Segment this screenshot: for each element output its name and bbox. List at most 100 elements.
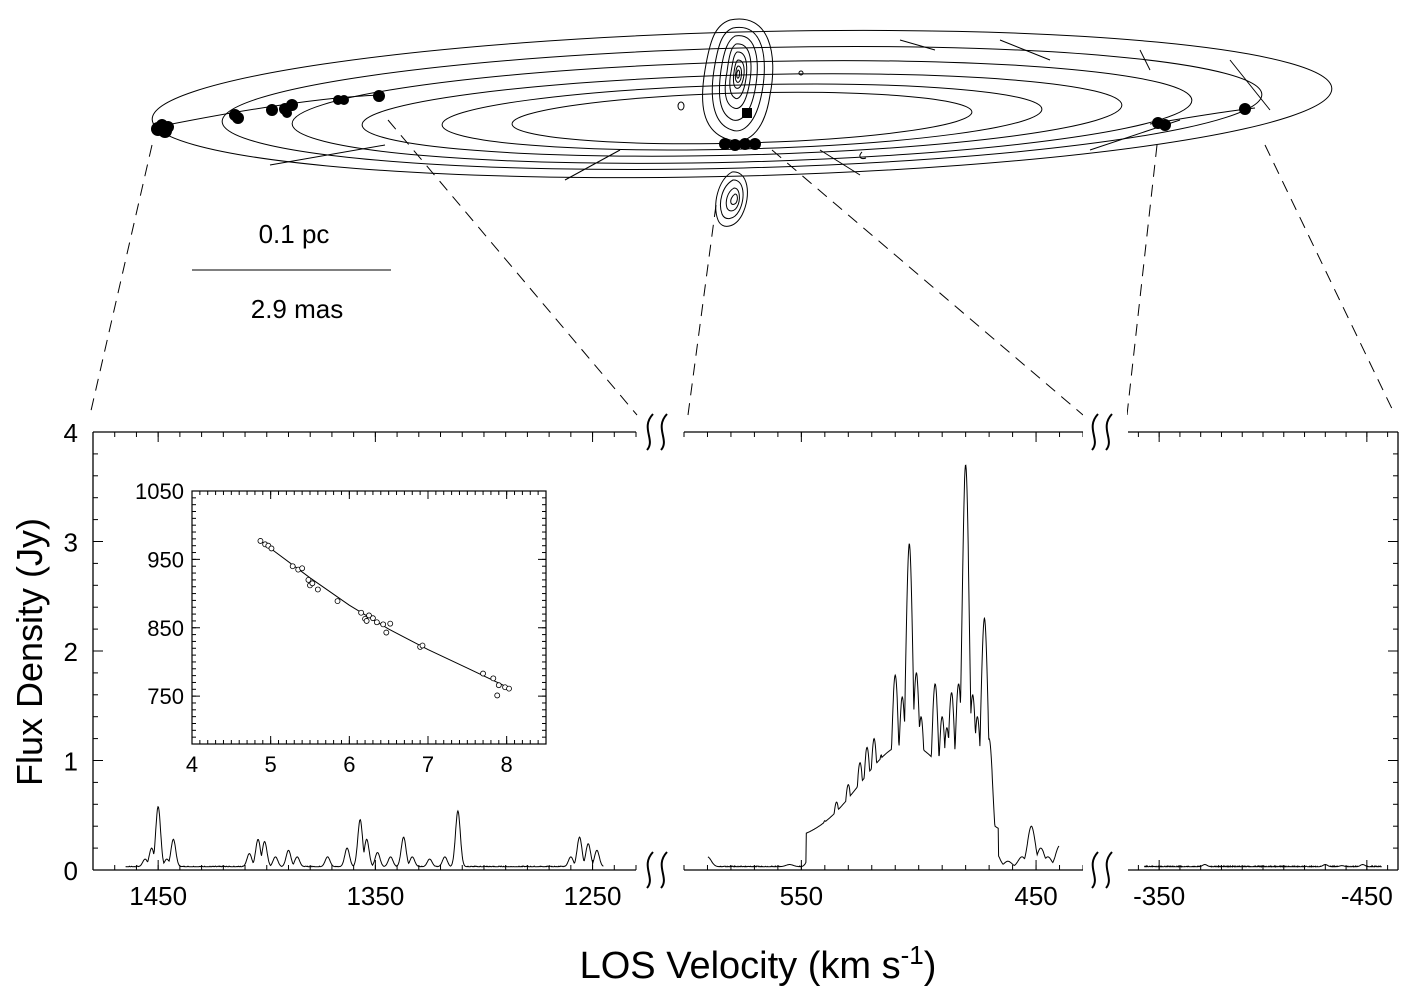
axis-break-mark <box>1105 413 1113 451</box>
scale-bar-bottom-label: 2.9 mas <box>251 294 344 324</box>
y-tick-label: 2 <box>64 637 78 667</box>
x-tick-label: 1450 <box>129 881 187 911</box>
inset-data-point <box>314 586 321 593</box>
axis-break-mask <box>638 410 682 454</box>
maser-spot <box>739 138 751 150</box>
disk-spoke <box>1139 49 1151 71</box>
spectrum-trace-blueshifted <box>1144 864 1382 869</box>
inset-x-tick-label: 6 <box>343 752 355 777</box>
inset-x-tick-label: 8 <box>501 752 513 777</box>
jet-contours <box>677 18 867 227</box>
axis-break-mark <box>646 851 654 889</box>
disk-center-marker <box>742 108 752 118</box>
maser-spot <box>1239 103 1251 115</box>
tick-labels: 0 1 2 3 4 1450 1350 1250 550 450 -350 -450 <box>64 418 1393 911</box>
y-tick-label: 1 <box>64 747 78 777</box>
inset-data-point <box>370 615 376 622</box>
maser-spot <box>232 112 244 124</box>
inset-x-tick-label: 7 <box>422 752 434 777</box>
x-tick-label: 450 <box>1014 881 1057 911</box>
maser-spot <box>719 138 731 150</box>
inset-data-point <box>309 580 316 587</box>
x-tick-label: -450 <box>1341 881 1393 911</box>
warped-disk-diagram <box>151 29 1333 181</box>
axis-break-mark <box>660 413 668 451</box>
inset-data-point <box>380 621 387 628</box>
x-axis-label-sup: -1 <box>901 940 924 970</box>
inset-data-point <box>358 609 365 616</box>
scale-bar-top-label: 0.1 pc <box>259 219 330 249</box>
maser-spot <box>286 99 298 111</box>
inset-data-point <box>366 612 372 619</box>
inset-x-tick-label: 5 <box>265 752 277 777</box>
disk-spoke <box>564 149 621 181</box>
inset-velocity-position-plot: 4 5 6 7 8 750 850 950 1050 <box>135 479 547 777</box>
inset-data-point <box>257 538 264 544</box>
x-tick-label: 550 <box>780 881 823 911</box>
projection-lines <box>89 119 1396 416</box>
disk-ring <box>361 73 1123 157</box>
maser-spot <box>282 108 292 118</box>
maser-spot <box>162 121 174 133</box>
axis-break-mark <box>1105 851 1113 889</box>
x-tick-label: 1350 <box>346 881 404 911</box>
axis-break-mask <box>1083 410 1127 454</box>
inset-data-point <box>373 619 380 626</box>
inset-data-point <box>495 682 502 689</box>
disk-spoke <box>899 39 936 51</box>
maser-spot <box>339 95 349 105</box>
y-tick-label: 0 <box>64 856 78 886</box>
axis-break-mark <box>1091 851 1099 889</box>
inset-data-point <box>268 545 275 552</box>
scale-bar: 0.1 pc 2.9 mas <box>192 219 391 324</box>
inset-x-tick-label: 4 <box>186 752 198 777</box>
spectrum-plot: 0 1 2 3 4 1450 1350 1250 550 450 -350 -450 <box>64 410 1399 911</box>
x-axis-label-close: ) <box>924 945 937 987</box>
inset-y-tick-label: 750 <box>147 684 184 709</box>
disk-spoke <box>819 149 861 176</box>
axis-break-mask <box>638 848 682 892</box>
axis-break-mark <box>646 413 654 451</box>
y-axis-label: Flux Density (Jy) <box>9 518 50 786</box>
inset-data-point <box>299 565 306 572</box>
axis-breaks <box>638 410 1127 892</box>
spectrum-trace-redshifted <box>125 805 604 868</box>
maser-spot <box>266 104 278 116</box>
inset-data-point <box>334 598 341 604</box>
inset-data-point <box>419 642 426 649</box>
axis-break-mark <box>1091 413 1099 451</box>
spectrum-traces <box>125 464 1382 869</box>
inset-y-tick-label: 950 <box>147 547 184 572</box>
inset-data-point <box>363 618 370 624</box>
disk-ring <box>151 29 1333 179</box>
axis-ticks <box>92 431 1398 871</box>
maser-spot <box>1159 119 1171 131</box>
disk-spoke <box>1229 59 1271 111</box>
inset-data-point <box>305 576 312 583</box>
x-tick-label: 1250 <box>564 881 622 911</box>
maser-spots <box>151 90 1251 151</box>
maser-spot <box>729 139 741 151</box>
inset-data-point <box>383 629 390 636</box>
inset-y-tick-label: 850 <box>147 616 184 641</box>
inset-data-point <box>387 620 394 627</box>
inset-data-point <box>494 692 501 699</box>
maser-spot <box>373 90 385 102</box>
inset-y-tick-label: 1050 <box>135 479 184 504</box>
y-tick-label: 4 <box>64 418 78 448</box>
axis-break-mark <box>660 851 668 889</box>
x-axis-label: LOS Velocity (km s-1) <box>580 940 937 987</box>
disk-ring <box>221 45 1263 171</box>
disk-spoke <box>999 39 1051 61</box>
axis-break-mask <box>1083 848 1127 892</box>
disk-ring <box>291 60 1193 164</box>
inset-data-point <box>480 670 486 677</box>
disk-spoke <box>269 144 386 166</box>
inset-data-point <box>506 685 512 692</box>
maser-spot <box>749 138 761 150</box>
y-tick-label: 3 <box>64 528 78 558</box>
inset-data-point <box>289 563 296 570</box>
spectrum-trace-systemic <box>707 464 1060 868</box>
inset-data-point <box>490 675 497 682</box>
